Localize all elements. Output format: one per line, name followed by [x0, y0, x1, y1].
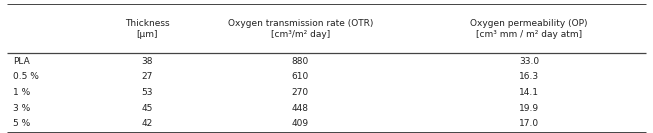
Text: 880: 880: [292, 57, 309, 66]
Text: 1 %: 1 %: [13, 88, 30, 97]
Text: 610: 610: [292, 72, 309, 81]
Text: 27: 27: [141, 72, 153, 81]
Text: 38: 38: [141, 57, 153, 66]
Text: 17.0: 17.0: [519, 119, 539, 128]
Text: 0.5 %: 0.5 %: [13, 72, 39, 81]
Text: 448: 448: [292, 104, 309, 113]
Text: Oxygen transmission rate (OTR)
[cm³/m² day]: Oxygen transmission rate (OTR) [cm³/m² d…: [228, 18, 373, 39]
Text: 33.0: 33.0: [519, 57, 539, 66]
Text: 16.3: 16.3: [519, 72, 539, 81]
Text: 45: 45: [141, 104, 153, 113]
Text: 19.9: 19.9: [519, 104, 539, 113]
Text: Oxygen permeability (OP)
[cm³ mm / m² day atm]: Oxygen permeability (OP) [cm³ mm / m² da…: [470, 18, 588, 39]
Text: 42: 42: [141, 119, 153, 128]
Text: 270: 270: [292, 88, 309, 97]
Text: Thickness
[μm]: Thickness [μm]: [125, 18, 169, 39]
Text: 14.1: 14.1: [519, 88, 539, 97]
Text: 3 %: 3 %: [13, 104, 30, 113]
Text: 5 %: 5 %: [13, 119, 30, 128]
Text: 53: 53: [141, 88, 153, 97]
Text: 409: 409: [292, 119, 309, 128]
Text: PLA: PLA: [13, 57, 30, 66]
